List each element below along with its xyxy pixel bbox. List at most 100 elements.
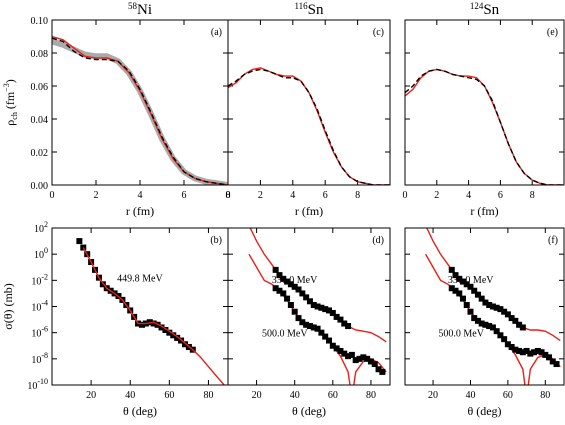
data-point — [486, 302, 493, 309]
data-point — [471, 287, 478, 294]
panel: 20 40 60 80 (d) θ (deg) 330.0 MeV 500.0 MeV — [227, 227, 391, 418]
data-point — [291, 308, 298, 315]
y-label-part: (mb) — [1, 283, 15, 309]
tick-base: 10 — [31, 276, 41, 287]
x-axis-label: θ (deg) — [292, 404, 326, 418]
panel-label: (c) — [373, 27, 384, 38]
tick-exponent: 2 — [44, 220, 48, 229]
tick-base: 0.04 — [31, 115, 49, 126]
data-point — [542, 351, 549, 358]
panel: 20 40 60 80 (f) θ (deg) 330.0 MeV 500.0 MeV — [404, 227, 565, 418]
data-point — [459, 295, 466, 302]
data-point — [162, 326, 169, 333]
data-point — [497, 332, 504, 339]
plot-area — [228, 67, 390, 185]
data-point — [306, 323, 313, 330]
title-element: Ni — [137, 2, 152, 18]
y-axis-label: σ(θ) (mb) — [1, 283, 15, 330]
data-point — [467, 308, 474, 315]
tick-base: 0.06 — [31, 82, 49, 93]
tick-base: 10 — [31, 329, 41, 340]
column-title: 124Sn — [470, 1, 500, 18]
tick-exponent: -4 — [41, 299, 48, 308]
data-point — [489, 324, 496, 331]
data-point — [504, 341, 511, 348]
x-tick-label: 4 — [466, 190, 471, 201]
data-point — [467, 283, 474, 290]
tick-base: 10 — [34, 224, 44, 235]
x-tick-label: 8 — [226, 190, 231, 201]
data-point — [493, 304, 500, 311]
data-point — [375, 366, 382, 373]
tick-exponent: -8 — [41, 351, 48, 360]
x-tick-label: 4 — [138, 190, 143, 201]
data-point — [314, 303, 321, 310]
frame — [227, 227, 391, 386]
title-mass: 124 — [470, 1, 484, 11]
data-point — [459, 278, 466, 285]
x-tick-label: 20 — [428, 390, 438, 401]
data-point — [280, 275, 287, 282]
y-label-part: (fm — [3, 91, 17, 112]
data-point — [348, 351, 355, 358]
y-tick-label: 0.08 — [31, 49, 49, 60]
tick-exponent: -2 — [41, 272, 48, 281]
column-title: 58Ni — [128, 1, 152, 18]
data-point — [303, 321, 310, 328]
tick-base: 0.08 — [31, 49, 49, 60]
annotation: 500.0 MeV — [438, 328, 484, 339]
panel: 0 2 4 6 8 0.00 0.02 0.04 0.06 0.08 0.10 (a) r (fm) 58… — [2, 1, 231, 218]
data-point — [452, 287, 459, 294]
data-point — [276, 287, 283, 294]
data-point — [508, 315, 515, 322]
tick-base: 0.00 — [31, 181, 49, 192]
x-tick-label: 2 — [434, 190, 439, 201]
x-tick-label: 2 — [94, 190, 99, 201]
data-point — [280, 290, 287, 297]
panel-label: (e) — [547, 27, 558, 38]
panel-label: (a) — [211, 27, 222, 38]
y-label-part: −3 — [2, 83, 11, 92]
data-point — [150, 320, 157, 327]
data-point — [360, 354, 367, 361]
data-point — [333, 345, 340, 352]
data-point — [512, 346, 519, 353]
data-point — [519, 349, 526, 356]
data-point — [456, 290, 463, 297]
data-point — [326, 337, 333, 344]
x-axis-label: r (fm) — [295, 204, 323, 218]
data-point — [80, 244, 87, 251]
data-point — [504, 311, 511, 318]
y-tick-label: 10-8 — [31, 351, 48, 366]
x-tick-label: 80 — [366, 390, 376, 401]
x-tick-label: 6 — [498, 190, 503, 201]
x-tick-label: 40 — [465, 390, 475, 401]
data-point — [549, 358, 556, 365]
plot-area — [405, 68, 564, 185]
x-tick-label: 20 — [86, 390, 96, 401]
tick-base: 10 — [31, 355, 41, 366]
data-point — [138, 321, 145, 328]
annotation: 330.0 MeV — [448, 275, 494, 286]
x-tick-label: 0 — [226, 190, 231, 201]
panel: 20 40 60 8010210010-210-410-610-810-10(b)θ … — [1, 220, 229, 418]
tick-base: 0.02 — [31, 148, 49, 159]
y-tick-label: 0.02 — [31, 148, 49, 159]
data-point — [287, 281, 294, 288]
data-point — [501, 308, 508, 315]
annotation: 330.0 MeV — [272, 275, 318, 286]
frame — [51, 227, 229, 386]
x-tick-label: 8 — [530, 190, 535, 201]
data-point — [527, 350, 534, 357]
data-point — [463, 302, 470, 309]
data-point — [553, 361, 560, 368]
plot-area — [248, 228, 387, 385]
y-tick-label: 0.00 — [31, 181, 49, 192]
x-tick-label: 40 — [290, 390, 300, 401]
data-point — [501, 336, 508, 343]
y-label-part: ) — [3, 79, 17, 83]
data-point — [170, 332, 177, 339]
data-point — [508, 344, 515, 351]
tick-base: 0.10 — [31, 16, 49, 27]
data-point — [379, 368, 386, 375]
